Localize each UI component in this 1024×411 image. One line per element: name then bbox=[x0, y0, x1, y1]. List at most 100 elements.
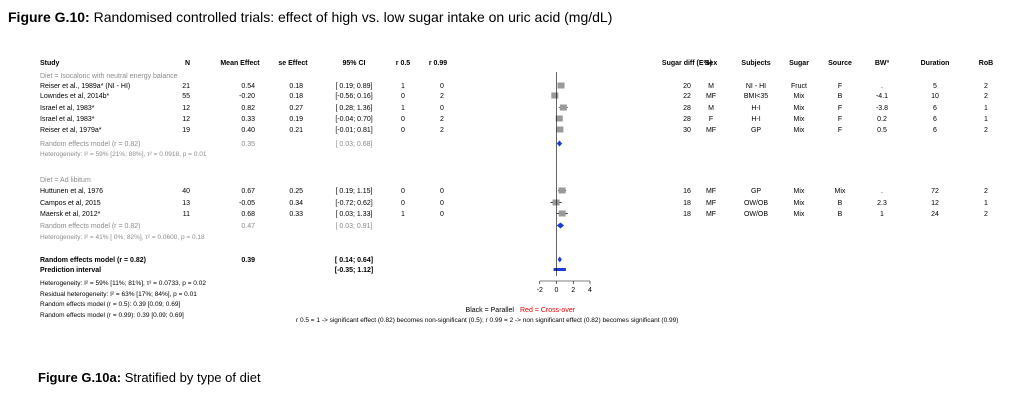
overall-summary-mean: 0.39 bbox=[241, 257, 255, 264]
study-name: Israel et al, 1983* bbox=[40, 105, 95, 112]
subgroup-summary-label: Random effects model (r = 0.82) bbox=[40, 141, 140, 148]
forest-plot: Study N Mean Effect se Effect 95% CI r 0.5 r 0… bbox=[40, 60, 993, 324]
legend-crossover: Red = Cross-over bbox=[520, 307, 576, 314]
study-source: Mix bbox=[835, 188, 846, 195]
study-ci: [ 0.19; 0.89] bbox=[336, 83, 373, 90]
study-n: 19 bbox=[182, 127, 190, 134]
study-se-effect: 0.21 bbox=[289, 127, 303, 134]
study-subjects: OW/OB bbox=[744, 211, 768, 218]
study-mean-effect: -0.20 bbox=[239, 93, 255, 100]
study-r05: 1 bbox=[401, 211, 405, 218]
study-mean-effect: -0.05 bbox=[239, 200, 255, 207]
point-estimate-square bbox=[552, 199, 560, 206]
study-bw: 0.2 bbox=[877, 116, 887, 123]
study-r099: 0 bbox=[440, 200, 444, 207]
x-axis-tick-label: 2 bbox=[571, 287, 575, 294]
study-ci: [-0.72; 0.62] bbox=[335, 200, 372, 207]
overall-summary-diamond bbox=[557, 256, 562, 263]
study-duration: 24 bbox=[931, 211, 939, 218]
study-row: Israel et al, 1983* 12 0.82 0.27 [ 0.28; 1.3… bbox=[40, 104, 988, 112]
study-sex: MF bbox=[706, 200, 716, 207]
header-subjects: Subjects bbox=[741, 60, 770, 67]
study-se-effect: 0.18 bbox=[289, 93, 303, 100]
study-sex: MF bbox=[706, 188, 716, 195]
subfigure-title-text: Stratified by type of diet bbox=[124, 370, 261, 385]
study-sugar-diff: 18 bbox=[683, 200, 691, 207]
subgroup-heterogeneity: Heterogeneity: I² = 59% [21%; 88%], τ² =… bbox=[40, 151, 207, 158]
subgroup-summary-ci: [ 0.03; 0.91] bbox=[336, 223, 373, 230]
study-sugar: Fruct bbox=[791, 83, 807, 90]
study-sex: M bbox=[708, 105, 714, 112]
study-se-effect: 0.33 bbox=[289, 211, 303, 218]
header-r05: r 0.5 bbox=[396, 60, 411, 67]
study-mean-effect: 0.82 bbox=[241, 105, 255, 112]
study-ci: [-0.56; 0.16] bbox=[335, 93, 372, 100]
sensitivity-note: r 0.5 = 1 -> significant effect (0.82) b… bbox=[296, 317, 678, 324]
header-source: Source bbox=[828, 60, 852, 67]
x-axis-tick-label: 0 bbox=[555, 287, 559, 294]
study-ci: [ 0.19; 1.15] bbox=[336, 188, 373, 195]
x-axis-tick-label: -2 bbox=[537, 287, 543, 294]
study-rob: 2 bbox=[984, 83, 988, 90]
study-duration: 6 bbox=[933, 127, 937, 134]
study-subjects: OW/OB bbox=[744, 200, 768, 207]
point-estimate-square bbox=[557, 82, 565, 89]
study-sugar: Mix bbox=[794, 188, 805, 195]
study-sex: MF bbox=[706, 93, 716, 100]
header-mean-effect: Mean Effect bbox=[220, 60, 260, 67]
header-se-effect: se Effect bbox=[278, 60, 308, 67]
prediction-interval-ci: [-0.35; 1.12] bbox=[335, 267, 374, 274]
study-duration: 5 bbox=[933, 83, 937, 90]
figure-title: Figure G.10: Randomised controlled trial… bbox=[8, 9, 612, 25]
point-estimate-square bbox=[551, 92, 559, 99]
header-95ci: 95% CI bbox=[343, 60, 366, 67]
study-bw: -3.8 bbox=[876, 105, 888, 112]
study-row: Lowndes et al, 2014b* 55 -0.20 0.18 [-0.56; … bbox=[40, 92, 988, 100]
point-estimate-square bbox=[555, 115, 563, 122]
study-rob: 2 bbox=[984, 93, 988, 100]
subgroup-summary-diamond bbox=[556, 222, 565, 229]
study-rob: 1 bbox=[984, 116, 988, 123]
study-name: Israel et al, 1983* bbox=[40, 116, 95, 123]
study-n: 13 bbox=[182, 200, 190, 207]
subfigure-title: Figure G.10a: Stratified by type of diet bbox=[38, 370, 261, 385]
study-row: Reiser et al, 1979a* 19 0.40 0.21 [-0.01; 0.… bbox=[40, 126, 988, 134]
study-source: F bbox=[838, 83, 842, 90]
study-ci: [-0.01; 0.81] bbox=[335, 127, 372, 134]
study-sugar: Mix bbox=[794, 116, 805, 123]
subgroup-summary-mean: 0.47 bbox=[241, 223, 255, 230]
study-subjects: H-I bbox=[751, 116, 760, 123]
study-sugar-diff: 30 bbox=[683, 127, 691, 134]
study-se-effect: 0.19 bbox=[289, 116, 303, 123]
study-n: 12 bbox=[182, 105, 190, 112]
header-study: Study bbox=[40, 60, 60, 67]
point-estimate-square bbox=[558, 187, 566, 194]
point-estimate-square bbox=[556, 126, 564, 133]
study-sugar-diff: 18 bbox=[683, 211, 691, 218]
study-sugar: Mix bbox=[794, 211, 805, 218]
study-mean-effect: 0.40 bbox=[241, 127, 255, 134]
study-se-effect: 0.34 bbox=[289, 200, 303, 207]
study-subjects: NI - HI bbox=[746, 83, 766, 90]
study-source: F bbox=[838, 127, 842, 134]
header-r099: r 0.99 bbox=[429, 60, 447, 67]
study-ci: [-0.04; 0.70] bbox=[335, 116, 372, 123]
study-n: 11 bbox=[183, 211, 190, 218]
footnote: Residual heterogeneity: I² = 63% [17%; 8… bbox=[40, 291, 197, 298]
study-source: F bbox=[838, 105, 842, 112]
study-subjects: BMI<35 bbox=[744, 93, 768, 100]
x-axis-tick-label: 4 bbox=[588, 287, 592, 294]
study-sugar-diff: 20 bbox=[683, 83, 691, 90]
study-source: F bbox=[838, 116, 842, 123]
study-rob: 2 bbox=[984, 127, 988, 134]
subgroup-summary-label: Random effects model (r = 0.82) bbox=[40, 223, 140, 230]
subgroup-summary-ci: [ 0.03; 0.68] bbox=[336, 141, 373, 148]
study-r05: 0 bbox=[401, 200, 405, 207]
study-sugar-diff: 16 bbox=[683, 188, 691, 195]
study-se-effect: 0.27 bbox=[289, 105, 303, 112]
study-se-effect: 0.18 bbox=[289, 83, 303, 90]
study-subjects: GP bbox=[751, 188, 761, 195]
study-duration: 6 bbox=[933, 105, 937, 112]
study-row: Israel et al, 1983* 12 0.33 0.19 [-0.04; 0.7… bbox=[40, 115, 988, 123]
study-bw: . bbox=[881, 83, 883, 90]
